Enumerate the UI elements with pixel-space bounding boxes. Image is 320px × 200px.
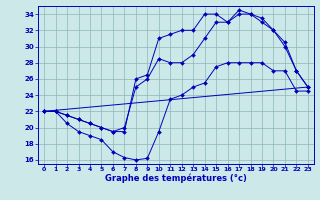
X-axis label: Graphe des températures (°c): Graphe des températures (°c) (105, 174, 247, 183)
